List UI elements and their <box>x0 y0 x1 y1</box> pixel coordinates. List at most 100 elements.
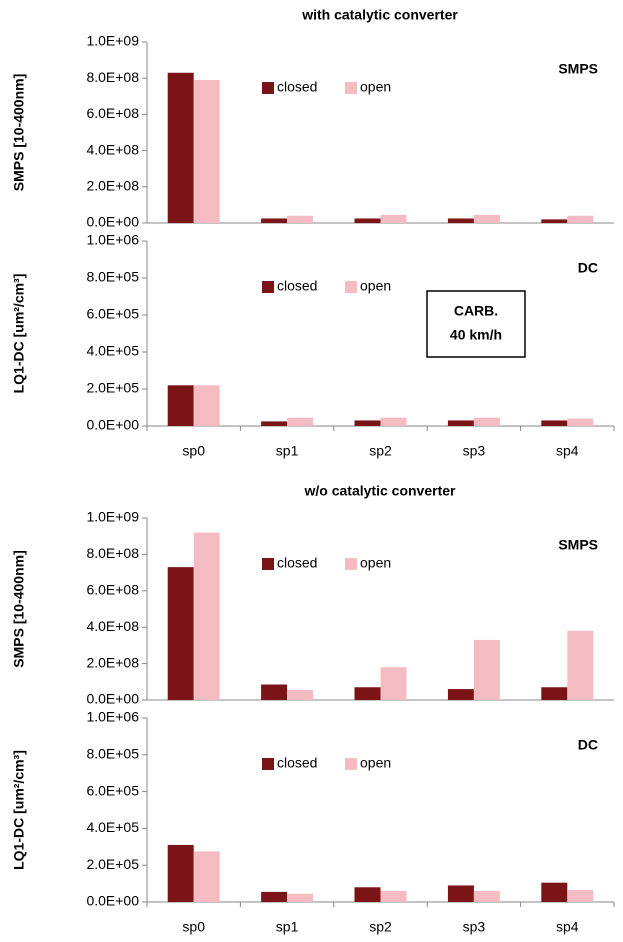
bar <box>447 218 474 223</box>
bar <box>473 417 500 426</box>
legend-swatch <box>262 558 274 570</box>
y-tick-label: 2.0E+08 <box>86 654 139 670</box>
bar <box>193 80 220 223</box>
x-tick-label: sp1 <box>276 919 299 935</box>
bar <box>193 532 220 700</box>
bar <box>354 218 381 223</box>
y-tick-label: 0.0E+00 <box>86 417 139 433</box>
bar <box>287 689 314 700</box>
y-tick-label: 1.0E+09 <box>86 509 139 525</box>
y-tick-label: 8.0E+08 <box>86 545 139 561</box>
x-tick-label: sp4 <box>556 443 579 459</box>
bar <box>287 215 314 223</box>
y-tick-label: 4.0E+05 <box>86 819 139 835</box>
chart-title: w/o catalytic converter <box>304 483 457 499</box>
legend-label: open <box>360 755 391 771</box>
bar <box>473 639 500 700</box>
x-tick-label: sp0 <box>182 919 205 935</box>
bar <box>167 385 194 426</box>
y-tick-label: 4.0E+08 <box>86 618 139 634</box>
y-tick-label: 8.0E+05 <box>86 746 139 762</box>
panel-label: DC <box>578 737 598 753</box>
legend-swatch <box>345 758 357 770</box>
x-tick-label: sp3 <box>463 919 486 935</box>
y-tick-label: 1.0E+09 <box>86 33 139 49</box>
y-tick-label: 2.0E+05 <box>86 856 139 872</box>
y-axis-label: SMPS [10-400nm] <box>11 550 27 667</box>
y-tick-label: 6.0E+05 <box>86 306 139 322</box>
x-tick-label: sp0 <box>182 443 205 459</box>
annotation: 40 km/h <box>450 327 502 343</box>
annotation-box <box>426 290 526 358</box>
bar <box>167 567 194 700</box>
y-axis-label: LQ1-DC [um²/cm³] <box>11 750 27 870</box>
y-tick-label: 8.0E+05 <box>86 269 139 285</box>
x-tick-label: sp2 <box>369 443 392 459</box>
bar <box>380 214 407 223</box>
y-tick-label: 8.0E+08 <box>86 69 139 85</box>
y-axis-label: SMPS [10-400nm] <box>11 74 27 191</box>
bar <box>380 667 407 700</box>
bar <box>541 687 568 700</box>
bar <box>193 385 220 426</box>
y-tick-label: 6.0E+05 <box>86 782 139 798</box>
y-tick-label: 2.0E+08 <box>86 178 139 194</box>
x-tick-label: sp3 <box>463 443 486 459</box>
panel-label: SMPS <box>558 537 598 553</box>
x-tick-label: sp2 <box>369 919 392 935</box>
y-tick-label: 6.0E+08 <box>86 105 139 121</box>
y-tick-label: 0.0E+00 <box>86 691 139 707</box>
legend-label: closed <box>277 79 317 95</box>
bar <box>261 218 288 223</box>
bar <box>447 885 474 902</box>
y-tick-label: 0.0E+00 <box>86 893 139 909</box>
bar <box>261 891 288 902</box>
bar <box>380 890 407 902</box>
bar <box>447 420 474 426</box>
bar <box>567 418 594 426</box>
bar <box>541 420 568 426</box>
y-axis-label: LQ1-DC [um²/cm³] <box>11 274 27 394</box>
annotation: CARB. <box>454 303 498 319</box>
panel-label: SMPS <box>558 61 598 77</box>
bar <box>541 219 568 223</box>
legend-swatch <box>345 82 357 94</box>
bar <box>541 882 568 902</box>
bar <box>261 684 288 700</box>
legend-swatch <box>262 281 274 293</box>
x-tick-label: sp1 <box>276 443 299 459</box>
bar <box>567 215 594 223</box>
panel-label: DC <box>578 260 598 276</box>
bar <box>193 851 220 902</box>
bar <box>473 214 500 223</box>
legend-swatch <box>345 281 357 293</box>
bar <box>447 689 474 700</box>
bar <box>567 890 594 902</box>
y-tick-label: 1.0E+06 <box>86 709 139 725</box>
bar <box>473 890 500 902</box>
bar <box>354 420 381 426</box>
bar <box>354 887 381 902</box>
legend-label: open <box>360 79 391 95</box>
bar <box>167 72 194 224</box>
legend-swatch <box>262 758 274 770</box>
y-tick-label: 4.0E+05 <box>86 343 139 359</box>
y-tick-label: 1.0E+06 <box>86 232 139 248</box>
y-tick-label: 4.0E+08 <box>86 141 139 157</box>
legend-label: open <box>360 555 391 571</box>
legend-label: closed <box>277 278 317 294</box>
y-tick-label: 6.0E+08 <box>86 582 139 598</box>
legend-label: closed <box>277 755 317 771</box>
y-tick-label: 0.0E+00 <box>86 214 139 230</box>
bar <box>287 417 314 426</box>
legend-label: open <box>360 278 391 294</box>
legend-swatch <box>345 558 357 570</box>
bar <box>380 417 407 426</box>
y-tick-label: 2.0E+05 <box>86 380 139 396</box>
bar <box>354 687 381 700</box>
chart-title: with catalytic converter <box>301 7 458 23</box>
bar <box>261 421 288 426</box>
legend-label: closed <box>277 555 317 571</box>
bar <box>287 893 314 902</box>
